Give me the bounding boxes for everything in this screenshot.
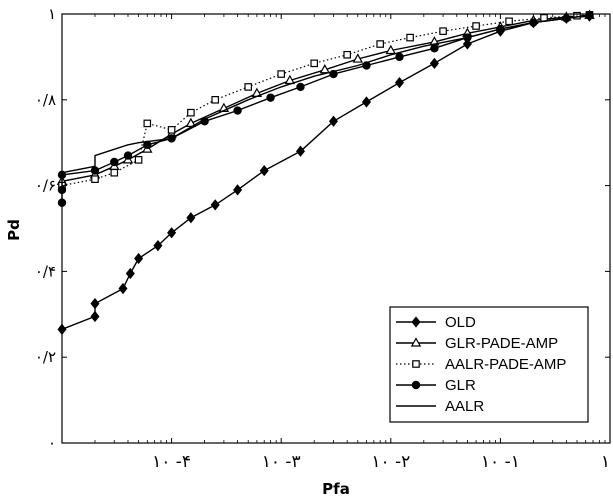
y-tick-label: ۰: [48, 434, 56, 452]
data-point-aalr-pade-amp: [472, 22, 480, 30]
legend: OLD GLR-PADE-AMP AALR-PADE-AMP GLR AALR: [389, 306, 589, 423]
data-point-glr-pade-amp: [319, 64, 331, 74]
data-point-aalr-pade-amp: [310, 59, 318, 68]
data-point-glr: [296, 82, 305, 92]
data-point-glr: [110, 157, 119, 167]
x-tick-label: ۱۰ ‑۴: [152, 452, 191, 472]
y-tick-label: ۰/۴: [35, 262, 56, 280]
x-tick-label: ۱۰ ‑۳: [262, 452, 301, 472]
y-tick-label: ۰/۸: [35, 91, 56, 109]
data-point-glr: [90, 166, 100, 175]
data-point-glr: [266, 93, 275, 102]
y-tick-label: ۰/۲: [35, 348, 56, 366]
data-point-aalr-pade-amp: [505, 17, 513, 26]
x-tick-label: ۱۰ ‑۲: [371, 452, 410, 472]
y-tick-label: ۱: [48, 5, 56, 23]
data-point-aalr-pade-amp: [134, 156, 143, 164]
legend-marker-glr: [411, 380, 421, 390]
data-point-glr: [123, 151, 133, 160]
data-point-aalr-pade-amp: [110, 168, 119, 177]
data-point-old: [328, 115, 339, 127]
data-point-old: [118, 282, 128, 295]
data-point-aalr-pade-amp: [244, 83, 253, 91]
data-point-aalr-pade-amp: [167, 126, 176, 134]
x-tick-label: ۱۰ ‑۱: [481, 452, 520, 472]
x-axis-title: Pfa: [322, 480, 350, 498]
data-point-aalr-pade-amp: [277, 70, 286, 78]
data-point-old: [153, 240, 163, 252]
legend-label-old: OLD: [445, 314, 476, 331]
data-point-aalr-pade-amp: [376, 40, 384, 48]
data-point-glr-pade-amp: [385, 44, 397, 55]
data-point-old: [167, 227, 177, 239]
data-point-old: [134, 252, 144, 265]
data-point-aalr-pade-amp: [406, 33, 414, 42]
data-point-old: [429, 57, 439, 69]
data-point-old: [186, 212, 196, 224]
data-point-glr-pade-amp: [352, 53, 364, 63]
y-tick-label: ۰/۶: [35, 177, 56, 195]
data-point-old: [462, 38, 472, 50]
legend-marker-aalr-pade-amp: [412, 360, 420, 368]
data-point-old: [233, 184, 243, 196]
legend-box: [389, 306, 589, 423]
data-point-aalr-pade-amp: [439, 27, 447, 35]
data-point-aalr-pade-amp: [187, 108, 195, 117]
plot-frame: [61, 13, 611, 444]
legend-marker-old: [411, 316, 421, 328]
y-axis-title: Pd: [5, 219, 23, 241]
data-point-old: [90, 310, 100, 323]
legend-label-aalr-pade-amp: AALR-PADE-AMP: [445, 356, 566, 373]
data-point-aalr-pade-amp: [91, 175, 99, 183]
data-point-aalr-pade-amp: [211, 95, 220, 104]
ticks-layer: ۰ ۰/۲ ۰/۴ ۰/۶ ۰/۸ ۱ ۱۰ ‑۴ ۱۰ ‑۳ ۱۰ ‑۲ ۱۰ ‑۱ ۱۰: [35, 5, 613, 472]
data-point-aalr-pade-amp: [343, 50, 351, 59]
series-line-aalr: [61, 14, 590, 174]
data-point-old: [295, 145, 306, 157]
legend-label-glr-pade-amp: GLR-PADE-AMP: [445, 335, 558, 352]
plot-layer: [56, 9, 595, 335]
legend-label-glr: GLR: [445, 377, 476, 394]
series-aalr: [61, 14, 590, 174]
legend-label-aalr: AALR: [445, 398, 484, 415]
data-point-old: [210, 199, 220, 211]
series-line-old: [61, 15, 590, 330]
data-point-old: [394, 76, 404, 89]
data-point-aalr-pade-amp: [143, 119, 152, 128]
data-point-old: [259, 164, 269, 177]
series-line-aalr-pade-amp: [61, 14, 590, 187]
data-point-glr: [395, 52, 404, 62]
legend-marker-glr-pade-amp: [410, 337, 422, 347]
data-point-aalr-pade-amp: [540, 14, 548, 22]
data-point-old: [125, 267, 135, 280]
data-point-glr: [430, 44, 439, 53]
data-point-glr: [233, 106, 242, 115]
x-tick-label: ۱۰: [601, 452, 613, 472]
data-point-old: [361, 96, 371, 108]
data-point-old: [90, 297, 100, 310]
